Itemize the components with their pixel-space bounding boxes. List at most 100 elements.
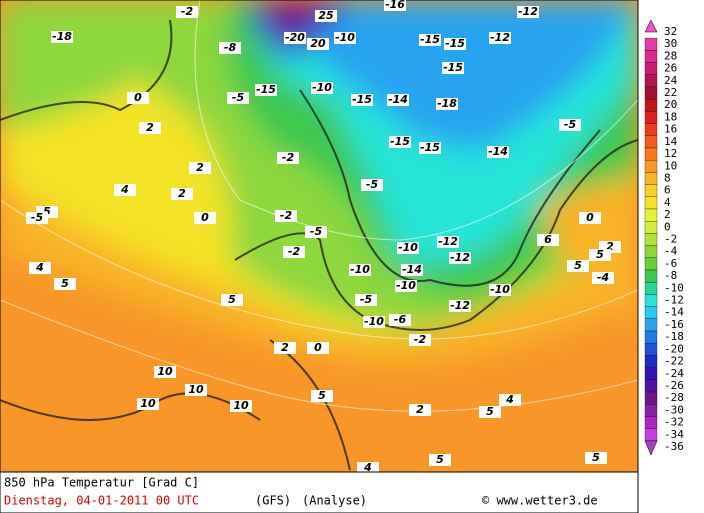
contour-label: -10	[396, 279, 416, 292]
contour-label: -8	[224, 41, 237, 54]
contour-label: -15	[390, 135, 410, 148]
contour-label-bg	[436, 98, 458, 110]
legend-swatch	[644, 306, 658, 319]
contour-label-bg	[176, 6, 198, 18]
contour-label-bg	[154, 366, 176, 378]
legend-arrow-bottom	[644, 440, 658, 456]
contour-label-bg	[227, 92, 249, 104]
contour-label-bg	[449, 300, 471, 312]
legend-label: 14	[664, 135, 678, 148]
legend-arrow-top	[644, 19, 658, 33]
contour-label-bg	[139, 122, 161, 134]
legend-label: 4	[664, 196, 671, 209]
legend-swatch	[644, 50, 658, 63]
contour-label-bg	[387, 94, 409, 106]
legend-label: -36	[664, 440, 684, 453]
legend-swatch	[644, 98, 658, 112]
legend-swatch	[644, 160, 658, 173]
contour-label-bg	[137, 398, 159, 410]
contour-label-bg	[401, 264, 423, 276]
legend-swatch	[644, 62, 658, 75]
legend-label: 2	[664, 208, 671, 221]
contour-label-bg	[517, 6, 539, 18]
legend-swatch	[644, 233, 658, 246]
contour-label-bg	[194, 212, 216, 224]
legend-swatch	[644, 391, 658, 405]
contour-label-bg	[283, 246, 305, 258]
legend-label: -10	[664, 281, 684, 294]
contour-label: -20	[285, 31, 305, 44]
contour-label: 20	[310, 37, 326, 50]
contour-label: 10	[188, 383, 204, 396]
legend-label: 20	[664, 98, 677, 111]
contour-label: 5	[318, 389, 326, 402]
contour-label-bg	[479, 406, 501, 418]
contour-label: -14	[402, 263, 422, 276]
contour-label: -14	[388, 93, 408, 106]
contour-label-bg	[219, 42, 241, 54]
contour-label: -2	[282, 151, 295, 164]
legend-label: 6	[664, 184, 671, 197]
contour-label: -15	[420, 141, 440, 154]
legend-swatch	[644, 416, 658, 429]
legend-swatch	[644, 147, 658, 161]
legend-label: -20	[664, 342, 684, 355]
contour-label-bg	[409, 404, 431, 416]
contour-label: -5	[360, 293, 373, 306]
legend-swatch	[644, 330, 658, 344]
contour-label: 10	[140, 397, 156, 410]
legend-swatch	[644, 404, 658, 417]
contour-label: -12	[450, 251, 470, 264]
contour-label: -6	[394, 313, 407, 326]
contour-label: -10	[364, 315, 384, 328]
contour-label-bg	[311, 82, 333, 94]
contour-label-bg	[489, 284, 511, 296]
legend-label: -8	[664, 269, 677, 282]
contour-label: -5	[310, 225, 323, 238]
contour-label-bg	[275, 210, 297, 222]
legend-label: -28	[664, 391, 684, 404]
contour-label-bg	[389, 314, 411, 326]
contour-label: -12	[450, 299, 470, 312]
contour-label-bg	[351, 94, 373, 106]
legend-swatch	[644, 86, 658, 100]
contour-label: -5	[232, 91, 245, 104]
contour-label: 0	[586, 211, 594, 224]
contour-label-bg	[171, 188, 193, 200]
contour-label: 4	[120, 183, 129, 196]
contour-label-bg	[361, 179, 383, 191]
legend-label: 18	[664, 110, 677, 123]
legend-swatch	[644, 184, 658, 197]
contour-label-bg	[579, 212, 601, 224]
contour-label-bg	[307, 342, 329, 354]
legend-swatch	[644, 208, 658, 222]
legend-swatch	[644, 282, 658, 295]
contour-label: -2	[288, 245, 301, 258]
legend-label: 30	[664, 37, 677, 50]
contour-label: 5	[596, 248, 604, 261]
contour-label-bg	[389, 136, 411, 148]
contour-label-bg	[277, 152, 299, 164]
legend-swatch	[644, 294, 658, 307]
contour-label-bg	[274, 342, 296, 354]
contour-label: 2	[178, 187, 186, 200]
contour-label: -12	[490, 31, 510, 44]
contour-label: -5	[564, 118, 577, 131]
contour-label-bg	[363, 316, 385, 328]
footer-analysis: (Analyse)	[302, 494, 367, 508]
contour-label-bg	[489, 32, 511, 44]
legend-label: -4	[664, 245, 678, 258]
legend-label: 16	[664, 123, 677, 136]
contour-label-bg	[395, 280, 417, 292]
contour-label-bg	[419, 34, 441, 46]
contour-label-bg	[54, 278, 76, 290]
contour-label: -2	[181, 5, 194, 18]
legend-label: -34	[664, 428, 684, 441]
contour-label: -16	[385, 0, 405, 11]
contour-label-bg	[51, 31, 73, 43]
contour-label: 5	[43, 205, 51, 218]
legend-label: 22	[664, 86, 677, 99]
contour-label-bg	[114, 184, 136, 196]
legend-swatch	[644, 343, 658, 356]
contour-label-bg	[567, 260, 589, 272]
